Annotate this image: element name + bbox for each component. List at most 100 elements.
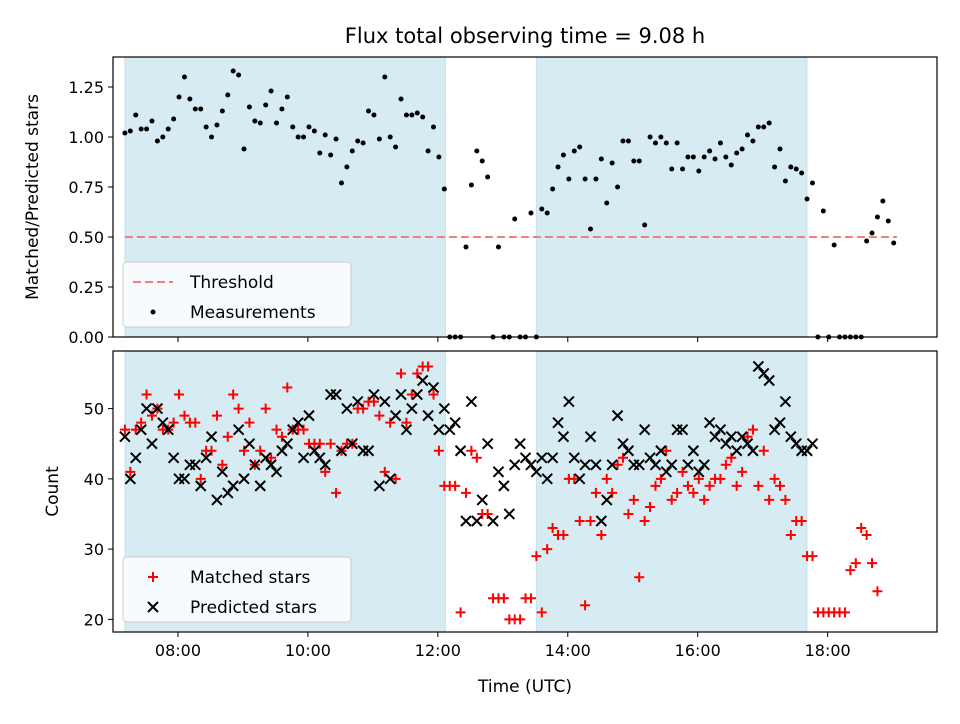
predicted-star-marker [249,459,261,471]
measurement-point [820,208,826,214]
matched-star-marker [623,508,634,519]
measurement-point [495,244,501,250]
measurement-point [133,112,139,118]
matched-star-marker [753,480,764,491]
measurement-point [674,140,680,146]
predicted-star-marker [579,459,591,471]
matched-star-marker [807,551,818,562]
measurement-point [598,156,604,162]
predicted-star-marker [768,423,781,436]
measurement-point [203,124,209,130]
predicted-star-marker [330,388,342,401]
matched-star-marker [639,516,650,527]
measurement-point [328,152,334,158]
legend-measurements-swatch [150,309,156,315]
measurement-point [274,120,280,126]
predicted-star-marker [162,423,174,436]
predicted-star-marker [487,515,499,527]
measurement-point [181,74,187,80]
measurement-point [463,244,469,250]
measurement-point [739,146,745,152]
x-tick-label: 18:00 [805,641,851,660]
predicted-star-marker [395,388,407,401]
predicted-star-marker [130,452,142,464]
predicted-star-marker [498,480,510,492]
measurement-point [582,176,588,182]
measurement-point [885,218,891,224]
matched-star-marker [482,508,493,519]
matched-star-marker [325,438,336,449]
matched-star-marker [569,473,580,484]
predicted-star-marker [119,430,131,443]
predicted-star-marker [492,466,505,478]
predicted-star-marker [563,395,575,408]
matched-star-marker [742,431,753,442]
predicted-star-marker [785,430,797,443]
matched-star-marker [244,417,255,428]
legend-label: Predicted stars [190,598,317,618]
measurement-point [376,136,382,142]
measurement-point [268,88,274,94]
matched-star-marker [255,445,266,456]
matched-star-marker [677,466,688,477]
measurement-point [127,128,133,134]
predicted-star-marker [222,487,234,499]
measurement-point [414,110,420,116]
measurement-point [338,180,344,186]
measurement-point [717,140,723,146]
measurement-point [734,150,740,156]
predicted-star-marker [373,480,386,492]
measurement-point [479,158,485,164]
predicted-star-marker [720,438,732,450]
predicted-star-marker [427,381,440,394]
measurement-point [642,222,648,228]
predicted-star-marker [525,459,537,471]
matched-star-marker [590,487,601,498]
matched-star-marker [141,389,152,400]
measurement-point [165,126,171,132]
measurement-point [349,148,355,154]
measurement-point [214,122,220,128]
predicted-star-marker [536,452,548,464]
matched-star-marker [737,466,748,477]
matched-star-marker [515,614,526,625]
matched-star-marker [655,473,666,484]
measurement-point [588,226,594,232]
predicted-star-marker [703,416,716,429]
predicted-star-marker [276,445,288,457]
y-tick-label: 20 [84,610,104,629]
matched-star-marker [385,417,396,428]
x-tick-label: 14:00 [545,641,591,660]
predicted-star-marker [503,508,516,520]
predicted-star-marker [552,416,564,429]
measurement-point [745,132,751,138]
matched-star-marker [601,473,612,484]
matched-star-marker [525,593,536,604]
matched-star-marker [688,487,699,498]
measurement-point [560,152,566,158]
predicted-star-marker [368,388,380,401]
y-tick-label: 1.00 [68,128,104,147]
measurement-point [257,120,263,126]
matched-star-marker [314,438,325,449]
predicted-star-marker [573,473,586,485]
measurement-point [620,138,626,144]
predicted-star-marker [303,409,315,422]
legend-label: Matched stars [190,568,310,588]
predicted-star-marker [465,395,478,408]
matched-star-marker [617,452,628,463]
matched-star-marker [298,424,309,435]
matched-star-marker [536,607,547,618]
predicted-star-marker [308,445,321,457]
measurement-point [311,128,317,134]
axes-frame [112,350,938,633]
measurement-point [712,156,718,162]
matched-star-marker [747,424,758,435]
predicted-star-marker [476,494,488,506]
bottom-panel: 20 30 40 50 08:00 10:00 12:00 14:00 16:00 18:00 Co… [43,350,938,660]
measurement-point [431,124,437,130]
matched-star-marker [796,516,807,527]
predicted-star-marker [292,416,304,429]
predicted-star-marker [140,402,153,415]
matched-star-marker [547,523,558,534]
